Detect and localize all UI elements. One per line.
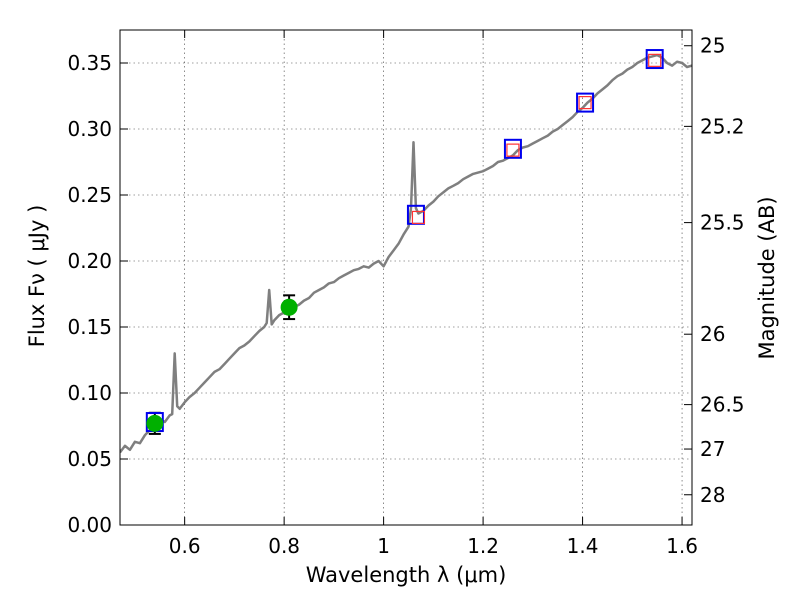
- model-square-blue: [576, 92, 595, 113]
- grid-layer: [120, 30, 692, 526]
- mag-tick-label: 27: [700, 437, 725, 461]
- model-square-red: [411, 210, 426, 225]
- photometry-point: [146, 414, 164, 432]
- x-tick-label: 0.8: [268, 534, 300, 558]
- mag-tick-label: 25.5: [700, 211, 745, 235]
- model-square-blue: [645, 49, 664, 70]
- x-tick-label: 1.4: [567, 534, 599, 558]
- y-axis-label: Flux Fν ( μJy ): [25, 205, 49, 348]
- mag-tick-label: 26: [700, 322, 725, 346]
- plot-layer: [120, 49, 692, 454]
- y-tick-label: 0.30: [67, 117, 112, 141]
- photometry-point: [280, 298, 298, 316]
- y-tick-label: 0.10: [67, 381, 112, 405]
- x-tick-label: 0.6: [169, 534, 201, 558]
- plot-frame: [119, 29, 693, 526]
- spectrum-line: [120, 53, 692, 454]
- x-tick-label: 1.2: [467, 534, 499, 558]
- mag-tick-label: 28: [700, 483, 725, 507]
- y-tick-label: 0.35: [67, 51, 112, 75]
- y-tick-label: 0.25: [67, 183, 112, 207]
- model-square-red: [648, 53, 662, 67]
- x-tick-label: 1.6: [666, 534, 698, 558]
- mag-tick-label: 25: [700, 34, 725, 58]
- y-tick-label: 0.05: [67, 447, 112, 471]
- tick-layer: 0.6 0.8 1 1.2 1.4 1.6 0.00 0.05 0.10 0.15 0.20 0.25…: [67, 30, 745, 558]
- mag-tick-label: 26.5: [700, 393, 745, 417]
- y-tick-label: 0.15: [67, 315, 112, 339]
- y-tick-label: 0.00: [67, 513, 112, 537]
- model-square-blue: [503, 138, 522, 159]
- y2-axis-label: Magnitude (AB): [755, 196, 779, 359]
- x-axis-label: Wavelength λ (μm): [306, 563, 507, 587]
- model-square-red: [506, 143, 520, 157]
- model-square-red: [578, 95, 592, 110]
- x-tick-label: 1: [377, 534, 390, 558]
- mag-tick-label: 25.2: [700, 114, 745, 138]
- y-tick-label: 0.20: [67, 249, 112, 273]
